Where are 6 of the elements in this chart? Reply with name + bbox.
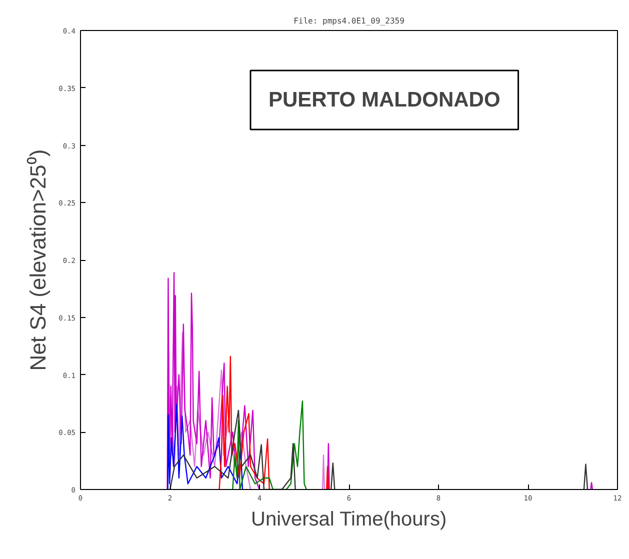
line-series	[232, 400, 308, 490]
y-axis-title: Net S4 (elevation>25⁰)	[26, 149, 51, 371]
chart-title: File: pmps4.0E1_09_2359	[294, 16, 405, 26]
line-series	[167, 404, 244, 490]
x-axis-title: Universal Time(hours)	[251, 508, 447, 530]
annotation: PUERTO MALDONADO	[268, 88, 500, 112]
